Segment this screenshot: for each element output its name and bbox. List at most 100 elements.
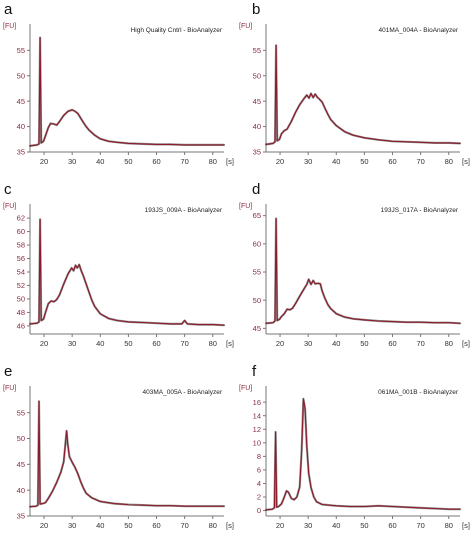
y-tick-label: 60 — [253, 239, 261, 248]
electropherogram-trace — [29, 400, 225, 508]
y-unit-label: [FU] — [3, 385, 16, 392]
x-unit-label: [s] — [462, 157, 470, 166]
x-tick-label: 70 — [416, 521, 424, 530]
electropherogram-trace-shadow — [28, 400, 226, 508]
y-tick-label: 58 — [17, 241, 25, 250]
x-tick-label: 20 — [276, 521, 284, 530]
y-tick-label: 55 — [17, 46, 25, 55]
x-tick-label: 20 — [40, 157, 48, 166]
x-tick-label: 40 — [96, 157, 104, 166]
x-tick-label: 20 — [40, 339, 48, 348]
x-tick-label: 60 — [152, 339, 160, 348]
y-unit-label: [FU] — [239, 23, 252, 30]
x-tick-label: 70 — [180, 521, 188, 530]
y-unit-label: [FU] — [239, 385, 252, 392]
y-unit-label: [FU] — [239, 203, 252, 210]
panel-letter: e — [4, 363, 12, 380]
x-tick-label: 50 — [124, 521, 132, 530]
x-unit-label: [s] — [462, 521, 470, 530]
y-tick-label: 62 — [17, 214, 25, 223]
x-tick-label: 30 — [304, 157, 312, 166]
y-tick-label: 12 — [253, 425, 261, 434]
x-tick-label: 50 — [360, 157, 368, 166]
panel-a: a [FU] High Quality Cntrl - BioAnalyzer 35 4… — [3, 1, 234, 166]
x-tick-label: 60 — [152, 157, 160, 166]
electropherogram-trace — [29, 218, 225, 326]
electropherogram-trace — [265, 217, 461, 324]
y-unit-label: [FU] — [3, 203, 16, 210]
y-tick-label: 14 — [253, 411, 261, 420]
y-tick-label: 35 — [17, 148, 25, 157]
y-tick-label: 54 — [17, 268, 25, 277]
x-tick-label: 30 — [304, 521, 312, 530]
panel-title: 061MA_001B - BioAnalyzer — [378, 389, 459, 396]
x-tick-label: 70 — [180, 339, 188, 348]
x-tick-label: 40 — [96, 339, 104, 348]
x-tick-label: 20 — [276, 157, 284, 166]
y-tick-label: 0 — [257, 506, 261, 515]
panel-d: d[FU] 193JS_017A - BioAnalyzer 45 50 55 60 65 2… — [239, 181, 470, 348]
x-tick-label: 80 — [209, 521, 217, 530]
panel-c: c [FU] 193JS_009A - BioAnalyzer 46 48 50 52 54 5… — [3, 181, 234, 348]
x-tick-label: 20 — [276, 339, 284, 348]
panel-title: 193JS_017A - BioAnalyzer — [381, 207, 459, 214]
x-tick-label: 40 — [332, 157, 340, 166]
x-tick-label: 40 — [332, 521, 340, 530]
y-tick-label: 55 — [17, 408, 25, 417]
panel-e: e [FU] 403MA_005A - BioAnalyzer 35 40 45 50 55 2… — [3, 363, 234, 530]
y-tick-label: 50 — [253, 71, 261, 80]
y-tick-label: 10 — [253, 438, 261, 447]
x-tick-label: 50 — [124, 157, 132, 166]
x-tick-label: 60 — [152, 521, 160, 530]
x-tick-label: 50 — [360, 339, 368, 348]
y-tick-label: 56 — [17, 254, 25, 263]
x-tick-label: 50 — [124, 339, 132, 348]
y-tick-label: 45 — [253, 324, 261, 333]
y-tick-label: 8 — [257, 452, 261, 461]
electropherogram-trace-shadow — [28, 218, 226, 327]
x-tick-label: 70 — [416, 339, 424, 348]
panel-title: High Quality Cntrl - BioAnalyzer — [131, 27, 223, 34]
x-tick-label: 60 — [388, 339, 396, 348]
panel-letter: d — [252, 181, 260, 198]
y-tick-label: 55 — [253, 46, 261, 55]
y-tick-label: 2 — [257, 493, 261, 502]
y-tick-label: 45 — [17, 460, 25, 469]
y-tick-label: 55 — [253, 268, 261, 277]
x-tick-label: 80 — [209, 339, 217, 348]
y-tick-label: 50 — [17, 295, 25, 304]
x-unit-label: [s] — [226, 339, 234, 348]
x-tick-label: 30 — [68, 521, 76, 530]
x-tick-label: 30 — [68, 157, 76, 166]
y-tick-label: 45 — [253, 97, 261, 106]
y-tick-label: 6 — [257, 466, 261, 475]
y-tick-label: 16 — [253, 398, 261, 407]
electropherogram-trace-shadow — [264, 44, 462, 146]
electropherogram-trace — [265, 398, 461, 511]
x-tick-label: 70 — [416, 157, 424, 166]
x-tick-label: 80 — [445, 339, 453, 348]
x-tick-label: 50 — [360, 521, 368, 530]
panel-letter: b — [252, 1, 260, 18]
panel-title: 401MA_004A - BioAnalyzer — [379, 27, 459, 34]
panel-letter: f — [252, 363, 257, 380]
y-tick-label: 45 — [17, 97, 25, 106]
x-tick-label: 40 — [96, 521, 104, 530]
electropherogram-trace-shadow — [264, 397, 462, 511]
x-tick-label: 60 — [388, 157, 396, 166]
electropherogram-trace — [265, 44, 461, 145]
y-tick-label: 35 — [17, 512, 25, 521]
y-unit-label: [FU] — [3, 23, 16, 30]
x-tick-label: 70 — [180, 157, 188, 166]
panel-b: b[FU] 401MA_004A - BioAnalyzer 35 40 45 50 55 2… — [239, 1, 470, 166]
y-tick-label: 4 — [257, 479, 261, 488]
y-tick-label: 40 — [253, 122, 261, 131]
y-tick-label: 50 — [253, 296, 261, 305]
x-unit-label: [s] — [226, 157, 234, 166]
panel-f: f[FU] 061MA_001B - BioAnalyzer 0 2 4 6 8 10 12 14… — [239, 363, 470, 530]
y-tick-label: 40 — [17, 122, 25, 131]
x-unit-label: [s] — [226, 521, 234, 530]
electropherogram-trace-shadow — [264, 217, 462, 325]
x-tick-label: 60 — [388, 521, 396, 530]
